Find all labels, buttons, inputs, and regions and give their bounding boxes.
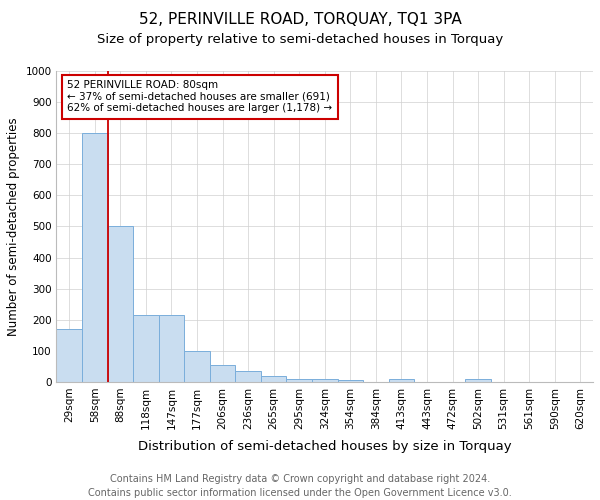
Bar (389, 380, 414, 382)
Bar (210, 365, 235, 382)
Text: Contains HM Land Registry data © Crown copyright and database right 2024.
Contai: Contains HM Land Registry data © Crown c… (88, 474, 512, 498)
Bar (312, 379, 338, 382)
Bar (184, 351, 210, 382)
Bar (338, 380, 363, 382)
Bar (82, 133, 107, 382)
Y-axis label: Number of semi-detached properties: Number of semi-detached properties (7, 117, 20, 336)
Text: 52 PERINVILLE ROAD: 80sqm
← 37% of semi-detached houses are smaller (691)
62% of: 52 PERINVILLE ROAD: 80sqm ← 37% of semi-… (67, 80, 332, 114)
Bar (286, 379, 312, 382)
Bar (56, 329, 82, 382)
Bar (133, 315, 158, 382)
Bar (466, 380, 491, 382)
Text: 52, PERINVILLE ROAD, TORQUAY, TQ1 3PA: 52, PERINVILLE ROAD, TORQUAY, TQ1 3PA (139, 12, 461, 28)
X-axis label: Distribution of semi-detached houses by size in Torquay: Distribution of semi-detached houses by … (138, 440, 512, 453)
Bar (235, 371, 261, 382)
Bar (107, 226, 133, 382)
Bar (158, 315, 184, 382)
Bar (261, 376, 286, 382)
Text: Size of property relative to semi-detached houses in Torquay: Size of property relative to semi-detach… (97, 32, 503, 46)
